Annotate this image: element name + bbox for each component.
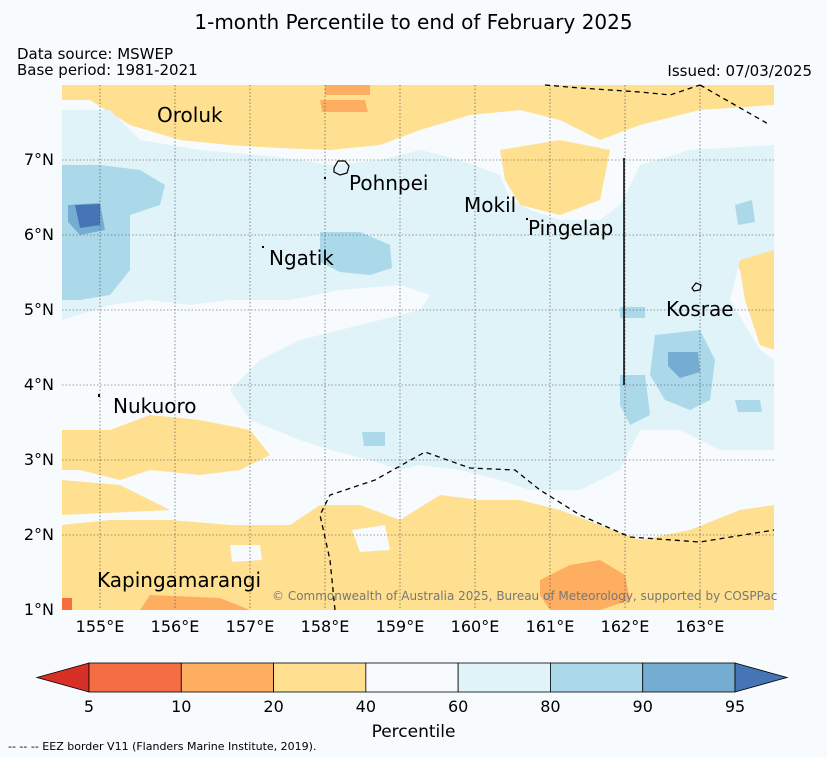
- colorbar-swatch: [365, 662, 459, 693]
- colorbar-ticks: 5 10 20 40 60 80 90 95: [84, 697, 745, 716]
- percentile-map: Oroluk Pohnpei Mokil Pingelap Ngatik Kos…: [24, 84, 777, 636]
- lon-tick: 160°E: [451, 617, 500, 636]
- percentile-field: [62, 85, 774, 610]
- lat-tick: 7°N: [24, 150, 54, 169]
- atoll-markers: [98, 177, 528, 397]
- colorbar-swatch: [180, 662, 274, 693]
- lat-tick: 3°N: [24, 450, 54, 469]
- latitude-ticks: 1°N 2°N 3°N 4°N 5°N 6°N 7°N: [24, 150, 54, 619]
- colorbar-tick-label: 20: [263, 697, 283, 716]
- data-source-label: Data source: MSWEP: [17, 45, 174, 63]
- colorbar-swatch: [642, 662, 736, 693]
- longitude-ticks: 155°E 156°E 157°E 158°E 159°E 160°E 161°…: [76, 617, 725, 636]
- colorbar: 5 10 20 40 60 80 90 95: [35, 662, 789, 716]
- lon-tick: 159°E: [376, 617, 425, 636]
- lat-tick: 4°N: [24, 375, 54, 394]
- place-label-pohnpei: Pohnpei: [349, 171, 429, 195]
- place-label-pingelap: Pingelap: [528, 216, 613, 240]
- lat-tick: 1°N: [24, 600, 54, 619]
- colorbar-tick-label: 5: [84, 697, 94, 716]
- lon-tick: 161°E: [526, 617, 575, 636]
- lon-tick: 157°E: [226, 617, 275, 636]
- issued-date: Issued: 07/03/2025: [667, 62, 812, 80]
- place-label-mokil: Mokil: [464, 193, 516, 217]
- colorbar-tick-label: 40: [356, 697, 376, 716]
- place-label-nukuoro: Nukuoro: [113, 394, 197, 418]
- lon-tick: 158°E: [301, 617, 350, 636]
- colorbar-tick-label: 10: [171, 697, 191, 716]
- colorbar-swatch: [88, 662, 182, 693]
- copyright-notice: © Commonwealth of Australia 2025, Bureau…: [272, 589, 777, 603]
- colorbar-tick-label: 95: [725, 697, 745, 716]
- colorbar-tick-label: 60: [448, 697, 468, 716]
- colorbar-lower-extend: [35, 662, 90, 693]
- base-period-label: Base period: 1981-2021: [17, 61, 198, 79]
- lon-tick: 155°E: [76, 617, 125, 636]
- graticule: [62, 85, 774, 610]
- data-source-info: Data source: MSWEP Base period: 1981-202…: [17, 46, 198, 78]
- lat-tick: 2°N: [24, 525, 54, 544]
- colorbar-label: Percentile: [371, 722, 456, 742]
- colorbar-tick-label: 90: [633, 697, 653, 716]
- colorbar-swatch: [273, 662, 367, 693]
- island-outlines: [333, 160, 702, 292]
- place-label-ngatik: Ngatik: [269, 246, 334, 270]
- lon-tick: 156°E: [151, 617, 200, 636]
- colorbar-swatches: [35, 662, 789, 693]
- lon-tick: 162°E: [601, 617, 650, 636]
- colorbar-tick-label: 80: [540, 697, 560, 716]
- lat-tick: 6°N: [24, 225, 54, 244]
- place-label-oroluk: Oroluk: [157, 103, 223, 127]
- colorbar-swatch: [457, 662, 551, 693]
- eez-legend-note: -- -- -- EEZ border V11 (Flanders Marine…: [8, 740, 317, 753]
- place-label-kosrae: Kosrae: [666, 297, 734, 321]
- colorbar-swatch: [550, 662, 644, 693]
- page-title: 1-month Percentile to end of February 20…: [194, 10, 633, 34]
- eez-border: [319, 84, 775, 611]
- lon-tick: 163°E: [676, 617, 725, 636]
- colorbar-upper-extend: [734, 662, 789, 693]
- place-label-kapingamarangi: Kapingamarangi: [97, 568, 261, 592]
- lat-tick: 5°N: [24, 300, 54, 319]
